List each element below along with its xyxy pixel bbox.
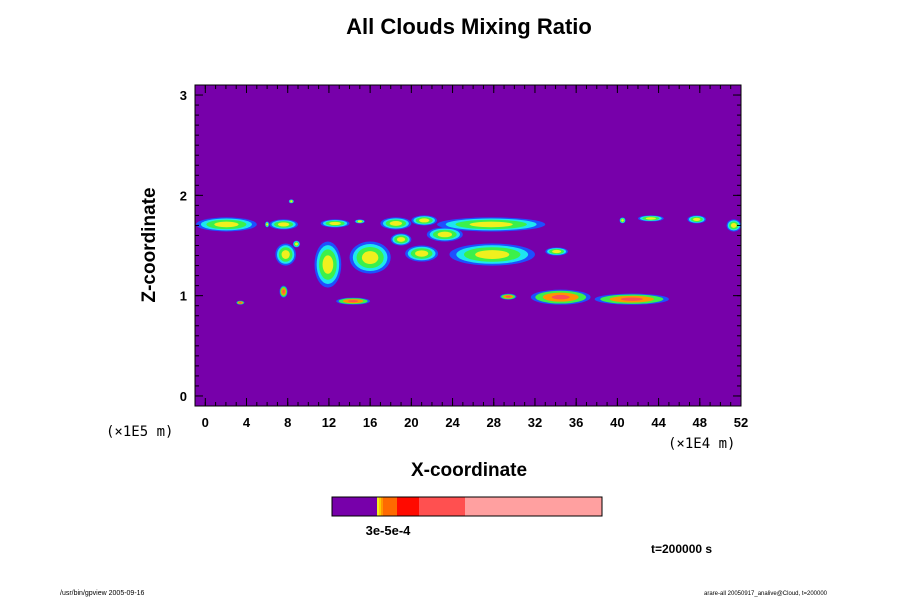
cloud-contour: [551, 294, 570, 300]
cloud-contour: [415, 250, 429, 257]
cloud-region: [530, 289, 591, 305]
cloud-contour: [329, 221, 341, 226]
cloud-contour: [692, 217, 701, 222]
cloud-contour: [290, 200, 293, 203]
x-axis-ticks: 0 4 8 12 16 20 24 28 32 36 40 44 48 52: [194, 85, 748, 430]
cloud-region: [437, 217, 546, 232]
x-tick-label: 16: [363, 415, 377, 430]
cloud-region: [411, 215, 438, 226]
cloud-contour: [295, 242, 298, 246]
cloud-contour: [322, 255, 334, 274]
y-axis-ticks: 0 1 2 3: [180, 88, 741, 404]
cloud-contour: [437, 231, 453, 238]
x-tick-label: 12: [322, 415, 336, 430]
x-tick-label: 40: [610, 415, 624, 430]
cloud-contour: [389, 221, 403, 226]
colorbar-segment: [377, 497, 379, 516]
y-tick-label: 2: [180, 188, 187, 203]
x-axis-label: X-coordinate: [410, 460, 528, 481]
cloud-region: [269, 219, 299, 230]
cloud-region: [390, 233, 412, 246]
cloud-region: [288, 199, 294, 204]
colorbar-label: 3e-5e-4: [366, 523, 412, 538]
cloud-region: [265, 221, 270, 228]
cloud-region: [279, 285, 288, 298]
footer-command: /usr/bin/gpview 2005-09-16: [60, 590, 145, 597]
cloud-contour: [469, 221, 513, 228]
x-tick-label: 28: [487, 415, 501, 430]
colorbar-segment: [332, 497, 377, 516]
cloud-region: [687, 215, 706, 224]
cloud-contour: [620, 297, 643, 301]
cloud-contour: [361, 251, 379, 264]
cloud-contour: [281, 250, 290, 259]
y-tick-label: 1: [180, 289, 187, 304]
cloud-region: [236, 300, 245, 305]
cloud-contour: [357, 220, 362, 223]
cloud-contour: [282, 289, 285, 294]
x-tick-label: 32: [528, 415, 542, 430]
cloud-region: [196, 217, 257, 232]
cloud-region: [320, 219, 350, 228]
x-tick-label: 0: [202, 415, 209, 430]
colorbar-segment: [379, 497, 381, 516]
cloud-region: [545, 247, 568, 256]
cloud-region: [594, 293, 669, 305]
cloud-region: [637, 215, 664, 222]
x-tick-label: 8: [284, 415, 291, 430]
cloud-regions: [196, 199, 741, 305]
x-tick-label: 20: [404, 415, 418, 430]
cloud-region: [275, 243, 296, 266]
cloud-contour: [266, 223, 269, 226]
cloud-contour: [239, 301, 242, 304]
colorbar-segment: [397, 497, 419, 516]
y-axis-unit: (×1E5 m): [106, 424, 174, 440]
x-tick-label: 36: [569, 415, 583, 430]
cloud-region: [354, 219, 365, 224]
time-label: t=200000 s: [651, 542, 713, 556]
x-tick-label: 48: [693, 415, 707, 430]
colorbar: 3e-5e-4: [331, 496, 603, 538]
cloud-region: [726, 219, 741, 232]
footer-file-info: arare-all 20050917_analive@Cloud, t=2000…: [704, 591, 828, 597]
x-tick-label: 52: [734, 415, 748, 430]
cloud-contour: [214, 221, 239, 228]
cloud-region: [380, 217, 412, 230]
colorbar-segment: [465, 497, 602, 516]
x-tick-label: 24: [445, 415, 460, 430]
cloud-contour: [621, 219, 624, 222]
colorbar-frame: [331, 496, 603, 517]
cloud-contour: [419, 218, 430, 223]
colorbar-segment: [383, 497, 397, 516]
cloud-contour: [348, 300, 359, 303]
cloud-contour: [396, 237, 406, 242]
cloud-region: [619, 217, 626, 224]
cloud-region: [449, 243, 535, 266]
cloud-contour: [277, 222, 290, 227]
cloud-region: [499, 293, 517, 300]
y-axis-label: Z-coordinate: [139, 187, 160, 303]
cloud-region: [336, 297, 371, 305]
x-tick-label: 44: [651, 415, 666, 430]
colorbar-segment: [381, 497, 383, 516]
y-tick-label: 0: [180, 389, 187, 404]
colorbar-segment: [419, 497, 465, 516]
chart-title: All Clouds Mixing Ratio: [346, 14, 592, 39]
y-tick-label: 3: [180, 88, 187, 103]
cloud-region: [349, 241, 391, 274]
cloud-contour: [505, 295, 511, 298]
x-tick-label: 4: [243, 415, 251, 430]
cloud-contour: [645, 217, 657, 220]
cloud-contour: [552, 249, 562, 254]
cloud-contour: [475, 250, 510, 259]
cloud-region: [292, 240, 301, 248]
cloud-region: [426, 227, 463, 242]
x-axis-unit: (×1E4 m): [668, 436, 736, 452]
cloud-region: [314, 241, 342, 288]
cloud-contour: [730, 223, 737, 228]
cloud-region: [405, 245, 439, 262]
